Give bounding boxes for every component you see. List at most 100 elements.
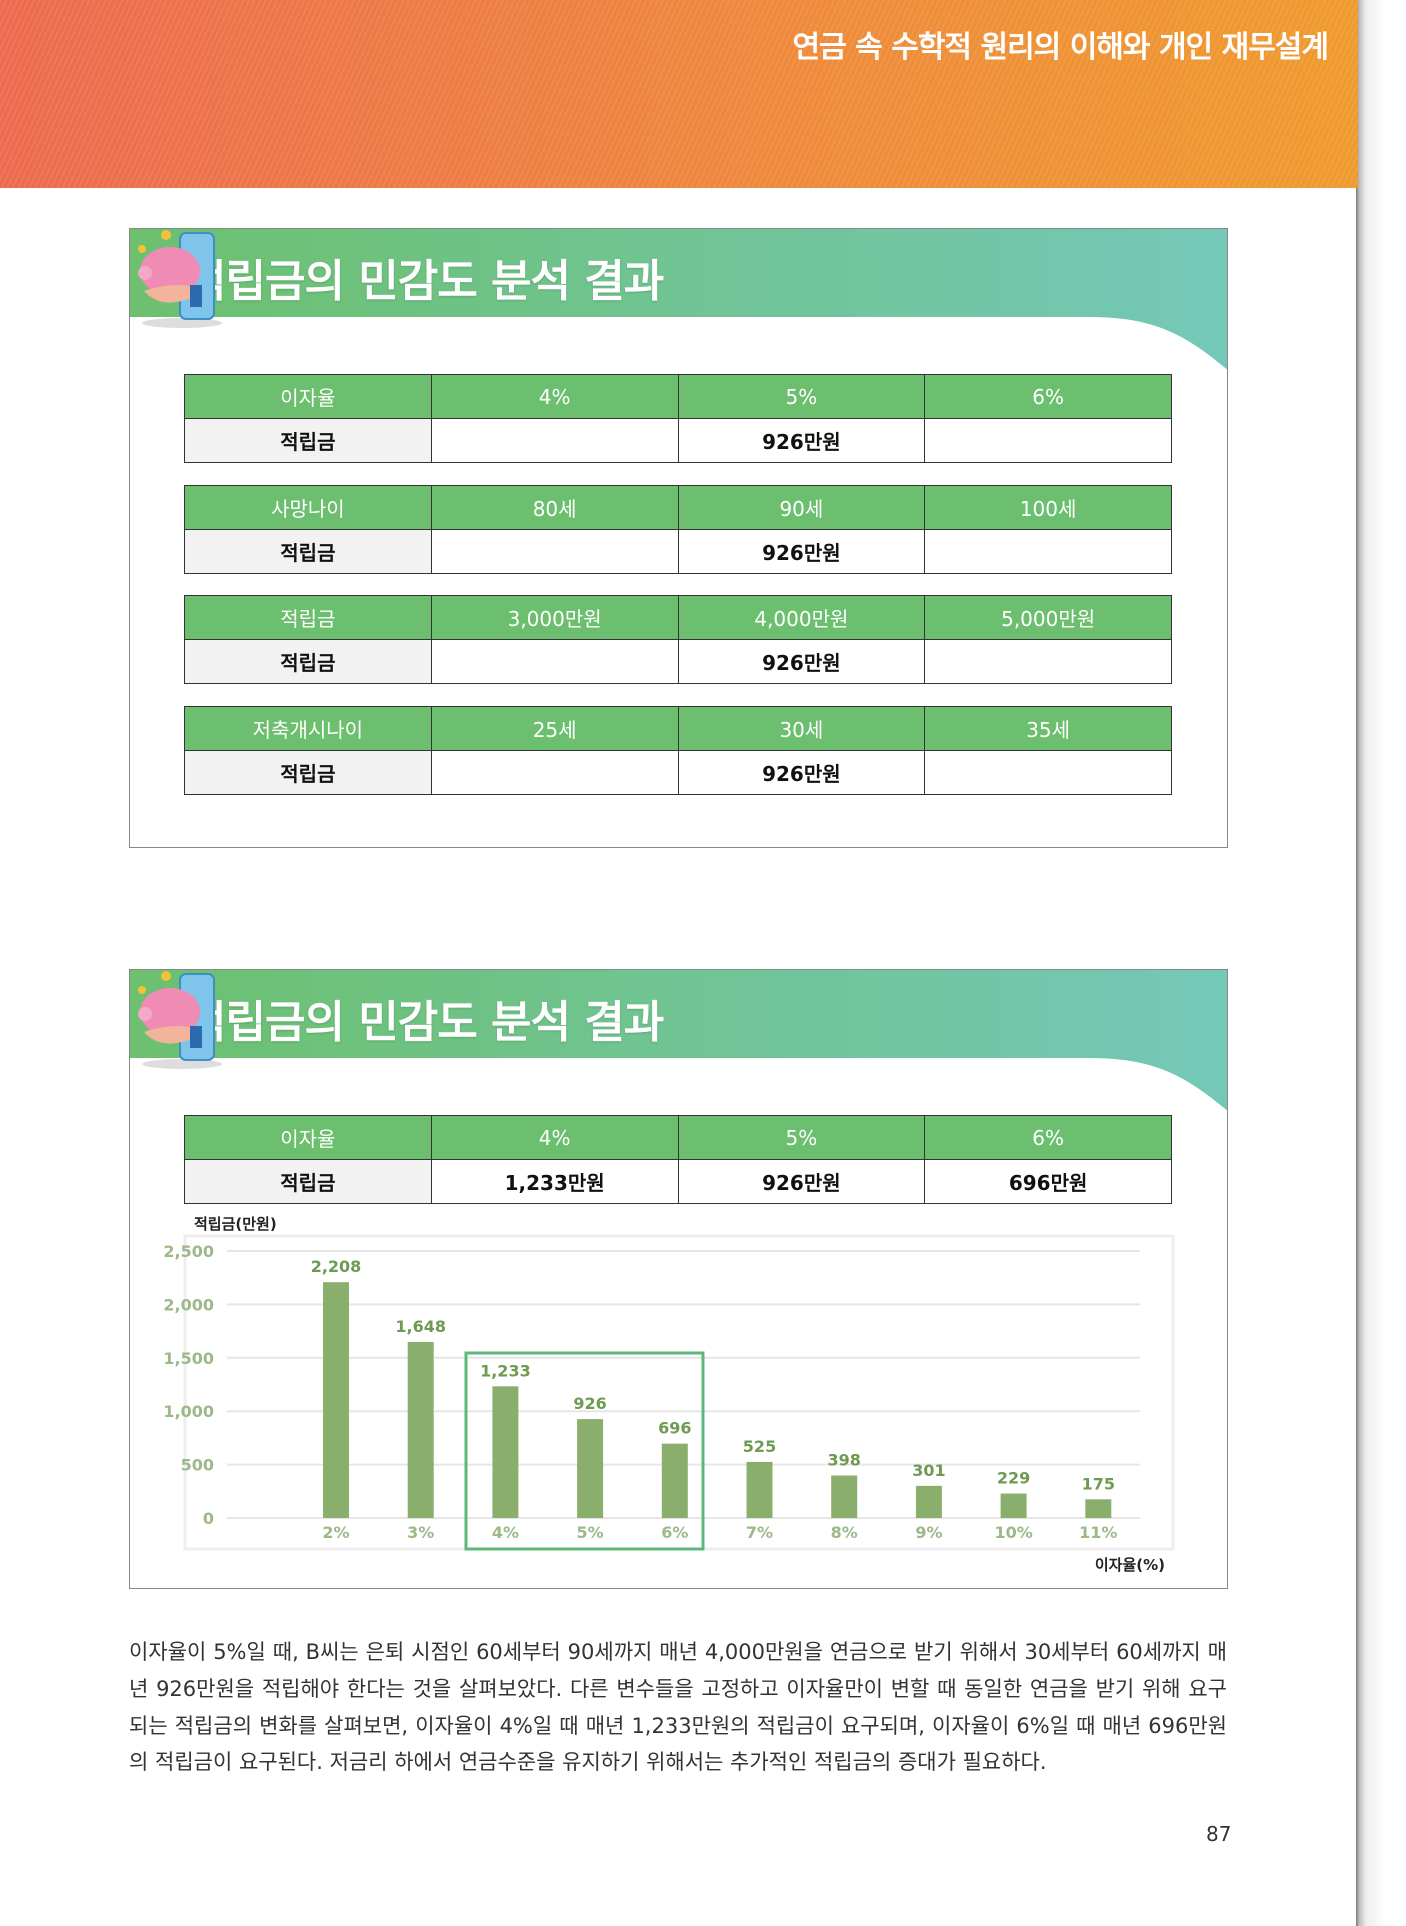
x-tick-label: 9% [915,1523,942,1542]
data-label: 2,208 [311,1257,362,1276]
sensitivity-table: 적립금 3,000만원 4,000만원 5,000만원 적립금 926만원 [184,595,1172,684]
value-cell [924,750,1172,795]
bar-chart: 0 500 1,000 1,500 2,000 2,500 2,208 2% 1,648 3% 1,… [163,1215,1175,1574]
x-tick-label: 10% [994,1523,1032,1542]
highlight-box [464,1351,705,1551]
bar [407,1341,434,1518]
value-cell: 926만원 [677,418,926,463]
title-band-shape [130,970,1227,1111]
page-number: 87 [1206,1822,1232,1846]
header-cell: 이자율 [184,1115,432,1160]
sensitivity-table: 이자율 4% 5% 6% 적립금 1,233만원 926만원 696만원 [184,1115,1172,1204]
header-cell: 25세 [430,706,679,751]
x-tick-label: 4% [492,1523,519,1542]
bar [1085,1499,1112,1518]
value-cell [924,529,1172,574]
header-cell: 6% [924,374,1172,419]
header-cell: 이자율 [184,374,432,419]
header-cell: 5,000만원 [924,595,1172,640]
header-cell: 80세 [430,485,679,530]
x-tick-label: 5% [577,1523,604,1542]
bar [746,1461,773,1518]
data-label: 398 [827,1450,860,1469]
header-cell: 4,000만원 [677,595,926,640]
table-header-row: 저축개시나이 25세 30세 35세 [184,706,1172,751]
header-cell: 3,000만원 [430,595,679,640]
sensitivity-table: 이자율 4% 5% 6% 적립금 926만원 [184,374,1172,463]
section-title: 적립금의 민감도 분석 결과 [186,256,664,307]
piggy-bank-icon [138,230,222,328]
value-cell [924,418,1172,463]
title-band-shape [130,229,1227,370]
title-band: 적립금의 민감도 분석 결과 [130,229,1227,370]
x-tick-label: 8% [831,1523,858,1542]
bar [661,1443,688,1518]
value-cell [430,529,679,574]
value-cell: 적립금 [184,529,432,574]
bar [577,1419,604,1518]
section-box-2: 적립금의 민감도 분석 결과 이자율 4% 5% 6% 적립금 1,233만원 926만원 69… [129,969,1228,1589]
y-tick-label: 0 [203,1509,214,1528]
x-tick-label: 7% [746,1523,773,1542]
x-tick-label: 6% [661,1523,688,1542]
header-cell: 100세 [924,485,1172,530]
y-tick-label: 2,000 [163,1295,214,1314]
header-cell: 4% [430,374,679,419]
table-row: 적립금 926만원 [184,639,1172,684]
data-label: 1,648 [395,1317,446,1336]
value-cell: 적립금 [184,418,432,463]
header-cell: 적립금 [184,595,432,640]
header-cell: 30세 [677,706,926,751]
table-row: 적립금 1,233만원 926만원 696만원 [184,1159,1172,1204]
value-cell: 1,233만원 [430,1159,679,1204]
value-cell [430,750,679,795]
header-cell: 5% [677,374,926,419]
sensitivity-table: 저축개시나이 25세 30세 35세 적립금 926만원 [184,706,1172,795]
bar [492,1386,519,1518]
data-label: 525 [743,1437,776,1456]
value-cell [924,639,1172,684]
bar [915,1485,942,1518]
section-title: 적립금의 민감도 분석 결과 [186,997,664,1048]
value-cell: 적립금 [184,750,432,795]
header-title: 연금 속 수학적 원리의 이해와 개인 재무설계 [792,30,1329,65]
value-cell: 적립금 [184,1159,432,1204]
section-box-1: 적립금의 민감도 분석 결과 이자율 4% 5% 6% 적립금 926만원 사망나이 80세 90… [129,228,1228,848]
bar [323,1282,349,1518]
value-cell [430,639,679,684]
data-label: 175 [1082,1474,1115,1493]
header-cell: 사망나이 [184,485,432,530]
bar [831,1475,858,1518]
x-axis-label: 이자율(%) [1095,1556,1165,1574]
title-band: 적립금의 민감도 분석 결과 [130,970,1227,1111]
x-tick-label: 11% [1079,1523,1117,1542]
bar [1000,1493,1027,1518]
header-cell: 90세 [677,485,926,530]
value-cell: 적립금 [184,639,432,684]
data-label: 696 [658,1419,691,1438]
table-header-row: 적립금 3,000만원 4,000만원 5,000만원 [184,595,1172,640]
value-cell [430,418,679,463]
data-label: 1,233 [480,1361,531,1380]
y-tick-label: 1,000 [163,1402,214,1421]
y-axis-label: 적립금(만원) [194,1215,277,1233]
y-tick-label: 500 [181,1456,214,1475]
table-header-row: 사망나이 80세 90세 100세 [184,485,1172,530]
value-cell: 926만원 [677,1159,926,1204]
table-header-row: 이자율 4% 5% 6% [184,1115,1172,1160]
table-row: 적립금 926만원 [184,529,1172,574]
data-label: 301 [912,1461,945,1480]
table-header-row: 이자율 4% 5% 6% [184,374,1172,419]
value-cell: 926만원 [677,750,926,795]
sensitivity-table: 사망나이 80세 90세 100세 적립금 926만원 [184,485,1172,574]
value-cell: 926만원 [677,529,926,574]
header-cell: 6% [924,1115,1172,1160]
piggy-bank-icon [138,971,222,1069]
data-label: 926 [573,1394,606,1413]
table-row: 적립금 926만원 [184,418,1172,463]
y-tick-label: 2,500 [163,1242,214,1261]
value-cell: 696만원 [924,1159,1172,1204]
data-label: 229 [997,1469,1030,1488]
body-paragraph: 이자율이 5%일 때, B씨는 은퇴 시점인 60세부터 90세까지 매년 4,… [129,1640,1227,1775]
header-cell: 저축개시나이 [184,706,432,751]
